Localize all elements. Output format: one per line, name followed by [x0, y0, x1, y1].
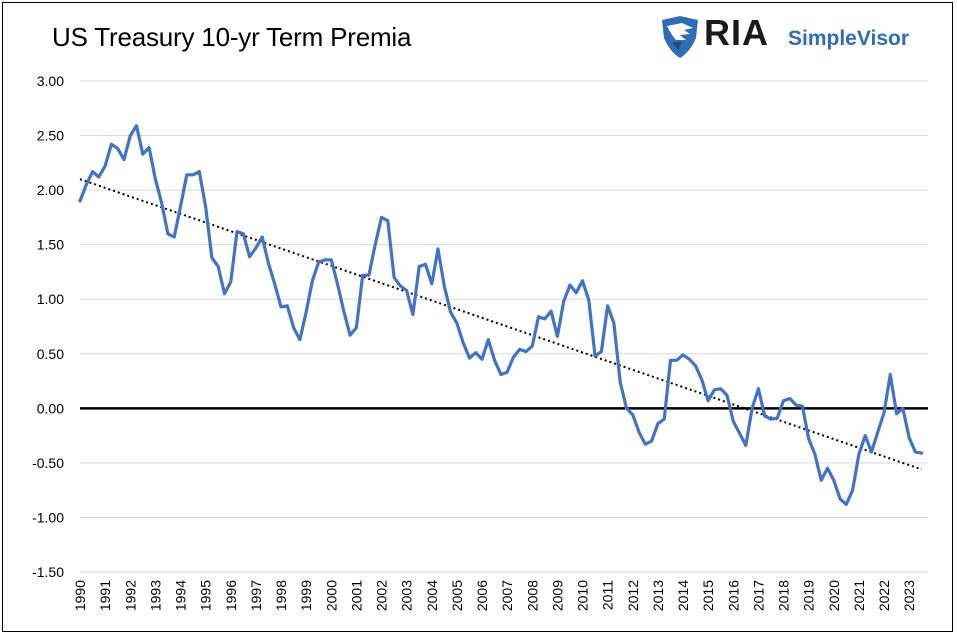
y-tick-label: 2.00	[37, 182, 64, 198]
y-tick-label: -0.50	[32, 455, 64, 471]
gridlines	[80, 80, 928, 573]
brand-main-text: RIA	[704, 12, 769, 53]
x-tick-label: 2006	[474, 580, 490, 611]
x-tick-label: 2015	[700, 580, 716, 611]
x-tick-label: 2002	[374, 580, 390, 611]
x-tick-label: 2018	[776, 580, 792, 611]
x-tick-label: 1992	[122, 580, 138, 611]
y-tick-label: -1.00	[32, 509, 64, 525]
x-tick-label: 2008	[524, 580, 540, 611]
x-tick-label: 2016	[725, 580, 741, 611]
x-tick-label: 1999	[298, 580, 314, 611]
x-tick-label: 2019	[801, 580, 817, 611]
y-tick-label: -1.50	[32, 564, 64, 580]
x-tick-label: 2012	[625, 580, 641, 611]
x-tick-label: 2005	[449, 580, 465, 611]
brand-sub-text: SimpleVisor	[788, 27, 909, 50]
x-tick-label: 1998	[273, 580, 289, 611]
x-tick-label: 2000	[323, 580, 339, 611]
x-tick-label: 2014	[675, 580, 691, 611]
chart-title: US Treasury 10-yr Term Premia	[52, 22, 412, 52]
brand-logo: RIA SimpleVisor	[660, 12, 930, 60]
x-tick-label: 2023	[901, 580, 917, 611]
x-tick-label: 1995	[198, 580, 214, 611]
y-tick-label: 0.00	[37, 400, 64, 416]
x-tick-label: 2021	[851, 580, 867, 611]
x-tick-label: 1990	[72, 580, 88, 611]
x-tick-label: 1991	[97, 580, 113, 611]
x-axis-ticks: 1990 1991 1992 1993 1994 1995 1996 1997 1998 1999…	[72, 580, 917, 611]
y-tick-label: 1.00	[37, 291, 64, 307]
x-tick-label: 1996	[223, 580, 239, 611]
x-tick-label: 2007	[499, 580, 515, 611]
x-tick-label: 2022	[876, 580, 892, 611]
y-tick-label: 0.50	[37, 346, 64, 362]
x-tick-label: 2004	[424, 580, 440, 611]
x-tick-label: 1997	[248, 580, 264, 611]
y-tick-label: 1.50	[37, 237, 64, 253]
x-tick-label: 2020	[826, 580, 842, 611]
x-tick-label: 2017	[750, 580, 766, 611]
y-axis-ticks: 3.00 2.50 2.00 1.50 1.00 0.50 0.00 -0.50 -1.00 -1…	[32, 73, 64, 580]
x-tick-label: 2001	[348, 580, 364, 611]
x-tick-label: 2013	[650, 580, 666, 611]
x-tick-label: 2010	[575, 580, 591, 611]
x-tick-label: 2003	[399, 580, 415, 611]
x-tick-label: 1993	[147, 580, 163, 611]
y-tick-label: 3.00	[37, 73, 64, 89]
x-tick-label: 1994	[173, 580, 189, 611]
y-tick-label: 2.50	[37, 128, 64, 144]
trendline	[79, 178, 923, 471]
series-line	[78, 124, 924, 506]
eagle-shield-icon	[662, 16, 698, 58]
x-tick-label: 2009	[549, 580, 565, 611]
x-tick-label: 2011	[600, 580, 616, 610]
